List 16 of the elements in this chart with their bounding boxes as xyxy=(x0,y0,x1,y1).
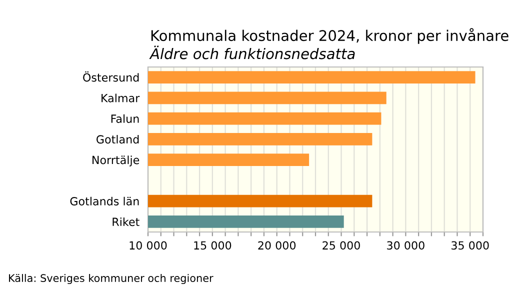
x-tick-label: 15 000 xyxy=(194,241,232,250)
y-tick-label: Falun xyxy=(111,114,139,123)
y-tick-label: Riket xyxy=(112,217,140,226)
x-tick-label: 30 000 xyxy=(387,241,424,250)
y-tick-label: Kalmar xyxy=(102,94,140,102)
y-tick-label: Norrtälje xyxy=(92,156,140,166)
y-tick-label: Gotland xyxy=(96,134,139,144)
x-tick-label: 20 000 xyxy=(258,241,296,250)
x-tick-label: 35 000 xyxy=(452,241,489,250)
x-tick-label: 25 000 xyxy=(322,241,360,250)
text: Källa: Sveriges kommuner och regioner xyxy=(9,274,214,284)
chart-subtitle: Äldre och funktionsnedsatta xyxy=(149,46,355,60)
y-tick-label: Gotlands län xyxy=(70,196,139,206)
y-tick-label: Östersund xyxy=(83,71,139,82)
x-tick-label: 10 000 xyxy=(130,241,167,250)
chart-title: Kommunala kostnader 2024, kronor per invånare xyxy=(151,28,508,44)
